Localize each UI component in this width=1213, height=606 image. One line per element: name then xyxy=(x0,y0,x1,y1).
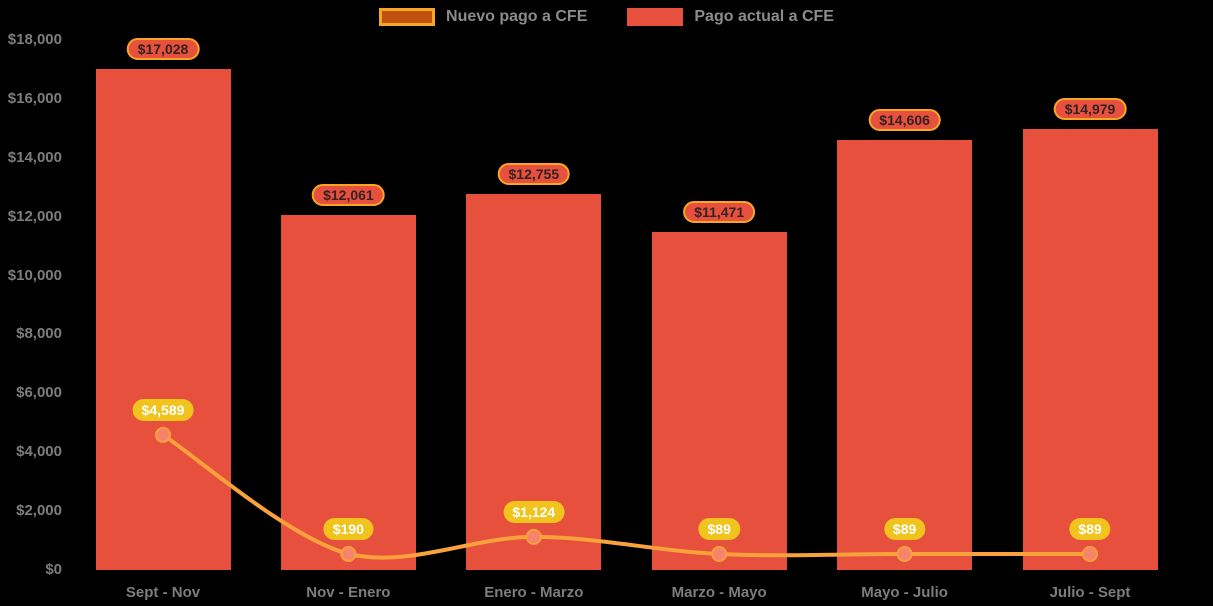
y-axis-tick-label: $0 xyxy=(45,561,62,578)
line-point-marker[interactable] xyxy=(340,546,357,562)
x-axis-category-label: Nov - Enero xyxy=(306,584,391,601)
pago-actual-swatch-icon xyxy=(627,8,684,26)
line-value-label: $89 xyxy=(883,518,926,540)
legend-item-pago-actual[interactable]: Pago actual a CFE xyxy=(627,8,834,26)
legend-item-nuevo-pago[interactable]: Nuevo pago a CFE xyxy=(379,8,587,26)
bar-pago-actual[interactable] xyxy=(1022,128,1158,570)
bar-value-label: $12,061 xyxy=(312,183,385,206)
x-axis-category-label: Marzo - Mayo xyxy=(671,584,767,601)
x-axis-category-label: Mayo - Julio xyxy=(861,584,948,601)
bar-value-label: $14,606 xyxy=(868,108,941,131)
legend-label-pago-actual: Pago actual a CFE xyxy=(694,8,834,25)
line-value-label: $89 xyxy=(698,518,740,540)
x-axis-category-label: Sept - Nov xyxy=(125,584,201,601)
bar-pago-actual[interactable] xyxy=(95,68,231,570)
y-axis-tick-label: $16,000 xyxy=(7,89,62,107)
line-point-marker[interactable] xyxy=(711,546,728,562)
line-point-marker[interactable] xyxy=(155,426,171,443)
y-axis-tick-label: $6,000 xyxy=(16,384,62,402)
bar-value-label: $17,028 xyxy=(126,37,200,60)
line-value-label: $190 xyxy=(323,518,373,540)
line-value-label: $4,589 xyxy=(132,398,194,421)
line-point-marker[interactable] xyxy=(1082,546,1098,562)
y-axis-tick-label: $8,000 xyxy=(16,325,62,343)
line-point-marker[interactable] xyxy=(525,528,542,545)
y-axis-tick-label: $18,000 xyxy=(7,31,62,48)
bar-value-label: $14,979 xyxy=(1053,97,1127,120)
nuevo-pago-swatch-icon xyxy=(379,8,436,26)
y-axis-tick-label: $12,000 xyxy=(7,207,62,225)
x-axis-category-label: Enero - Marzo xyxy=(484,584,584,601)
bar-pago-actual[interactable] xyxy=(280,214,416,570)
bar-pago-actual[interactable] xyxy=(651,232,787,570)
y-axis-tick-label: $14,000 xyxy=(7,148,62,166)
bar-value-label: $12,755 xyxy=(497,163,571,186)
bar-value-label: $11,471 xyxy=(683,201,756,224)
x-axis-category-label: Julio - Sept xyxy=(1049,584,1131,601)
y-axis-tick-label: $4,000 xyxy=(16,443,62,461)
y-axis-tick-label: $10,000 xyxy=(7,266,62,284)
line-value-label: $89 xyxy=(1069,518,1111,540)
nuevo-pago-line xyxy=(161,433,1090,560)
legend-label-nuevo-pago: Nuevo pago a CFE xyxy=(446,8,588,25)
y-axis-tick-label: $2,000 xyxy=(16,502,62,520)
line-value-label: $1,124 xyxy=(503,500,565,523)
chart-legend: Nuevo pago a CFE Pago actual a CFE xyxy=(0,8,1213,26)
line-point-marker[interactable] xyxy=(896,546,913,562)
bar-pago-actual[interactable] xyxy=(837,139,973,570)
